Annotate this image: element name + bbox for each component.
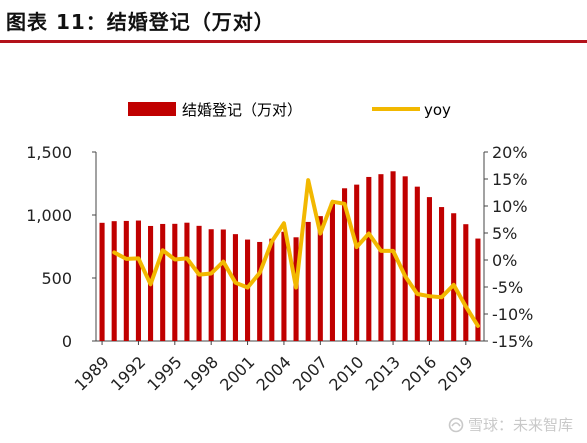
yoy-line [112, 178, 480, 328]
bar [317, 216, 323, 341]
x-tick-label: 1998 [180, 352, 222, 394]
bar [208, 229, 214, 341]
y-right-tick-label: -5% [492, 278, 523, 297]
bar [184, 222, 190, 341]
bar [123, 220, 129, 341]
legend-bar-swatch [128, 102, 176, 116]
x-tick-label: 2013 [362, 352, 404, 394]
bar [402, 176, 408, 341]
x-tick-label: 1995 [143, 352, 185, 394]
bar [414, 186, 420, 341]
bar [269, 238, 275, 341]
y-left-tick-label: 1,000 [26, 206, 72, 225]
y-right-tick-labels: -15% -10% -5% 0% 5% 10% 15% 20% [484, 143, 533, 351]
title-divider [0, 40, 587, 43]
bar [135, 220, 141, 341]
bar [378, 174, 384, 341]
page-title: 图表 11：结婚登记（万对） [6, 10, 275, 34]
y-left-tick-label: 500 [41, 269, 72, 288]
watermark-text: 雪球：未来智库 [467, 416, 573, 434]
bar [111, 221, 117, 341]
bar [99, 222, 105, 341]
bar [451, 213, 457, 341]
y-right-tick-label: 5% [492, 224, 517, 243]
snowball-logo-icon [448, 417, 464, 432]
x-tick-labels: 1989199219951998200120042007201020132016… [71, 341, 477, 395]
y-right-tick-label: 0% [492, 251, 517, 270]
bar [245, 239, 251, 341]
bar [220, 229, 226, 341]
legend-bar-label: 结婚登记（万对） [182, 101, 302, 119]
bar [305, 221, 311, 341]
legend-line-label: yoy [424, 101, 451, 119]
y-left-tick-label: 1,500 [26, 143, 72, 162]
bar [390, 171, 396, 341]
bar [463, 224, 469, 341]
bar [354, 184, 360, 341]
bar [172, 223, 178, 341]
x-tick-label: 2010 [325, 352, 367, 394]
x-tick-label: 2007 [289, 352, 331, 394]
y-right-tick-label: 15% [492, 170, 528, 189]
bar [426, 197, 432, 341]
y-right-tick-label: 10% [492, 197, 528, 216]
x-tick-label: 1992 [107, 352, 149, 394]
bar [232, 234, 238, 341]
bar [196, 225, 202, 341]
bar [439, 207, 445, 341]
y-right-tick-label: -10% [492, 305, 533, 324]
legend: 结婚登记（万对） yoy [128, 101, 451, 119]
bar [160, 223, 166, 341]
x-tick-label: 2004 [253, 352, 295, 394]
bar [366, 176, 372, 341]
bar [281, 231, 287, 341]
y-right-tick-label: -15% [492, 332, 533, 351]
x-tick-label: 1989 [71, 352, 113, 394]
x-tick-label: 2019 [434, 352, 476, 394]
x-tick-label: 2016 [398, 352, 440, 394]
bar [475, 238, 481, 341]
bar [257, 241, 263, 341]
y-right-tick-label: 20% [492, 143, 528, 162]
y-left-tick-label: 0 [62, 332, 72, 351]
x-tick-label: 2001 [216, 352, 258, 394]
watermark: 雪球：未来智库 [448, 414, 573, 435]
bar [329, 202, 335, 341]
bar [342, 188, 348, 341]
yoy-line-series [112, 178, 480, 328]
y-left-tick-labels: 0 500 1,000 1,500 [26, 143, 96, 351]
